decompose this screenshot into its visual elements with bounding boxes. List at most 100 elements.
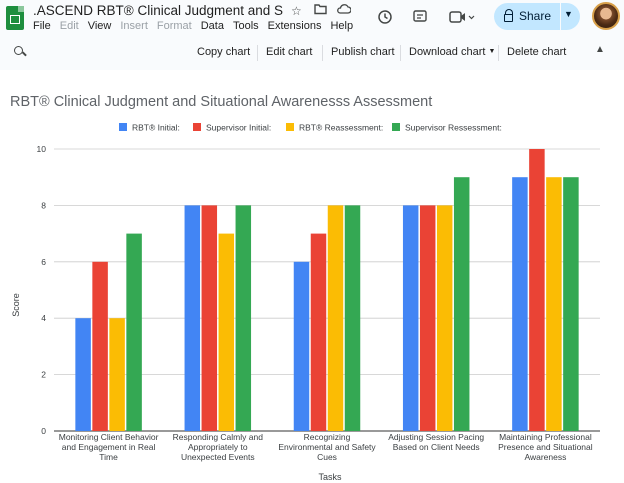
delete-chart-button[interactable]: Delete chart <box>507 46 567 58</box>
chart-legend: RBT® Initial: Supervisor Initial: RBT® Rea… <box>119 123 502 133</box>
bar[interactable] <box>512 177 528 431</box>
x-tick-label-line: Appropriately to <box>188 442 248 452</box>
chevron-up-icon[interactable]: ▲ <box>595 44 605 55</box>
y-tick-label: 2 <box>41 370 46 380</box>
sheets-icon[interactable] <box>6 6 24 30</box>
legend-swatch <box>193 123 201 131</box>
bar[interactable] <box>218 233 235 431</box>
bar[interactable] <box>344 205 361 431</box>
legend-swatch <box>392 123 400 131</box>
bar[interactable] <box>126 233 142 431</box>
chart-title: RBT® Clinical Judgment and Situational A… <box>10 94 432 110</box>
x-tick-label-line: Responding Calmly and <box>173 432 264 442</box>
x-tick-label-line: and Engagement in Real <box>62 442 156 452</box>
bar[interactable] <box>327 205 344 431</box>
copy-chart-button[interactable]: Copy chart <box>197 46 251 58</box>
x-axis-title: Tasks <box>318 472 342 482</box>
share-button[interactable]: Share ▼ <box>494 3 580 30</box>
x-axis-labels: Monitoring Client Behavior and Engagement… <box>59 432 593 462</box>
comment-icon[interactable] <box>412 9 428 25</box>
x-tick-label-line: Monitoring Client Behavior <box>59 432 159 442</box>
x-tick-label-line: Unexpected Events <box>181 452 255 462</box>
x-tick-label-line: Adjusting Session Pacing <box>388 432 484 442</box>
chart-bars <box>75 149 579 431</box>
menu-tools[interactable]: Tools <box>232 20 259 32</box>
toolbar-divider <box>257 45 258 61</box>
legend-swatch <box>286 123 294 131</box>
search-icon[interactable] <box>14 46 26 58</box>
document-title[interactable]: .ASCEND RBT® Clinical Judgment and Situ.… <box>33 3 283 18</box>
menu-help[interactable]: Help <box>330 20 354 32</box>
y-tick-label: 10 <box>37 144 47 154</box>
y-tick-label: 8 <box>41 200 46 210</box>
legend-label: Supervisor Ressessment: <box>405 123 502 133</box>
bar[interactable] <box>109 318 125 431</box>
chart-gridlines <box>54 148 600 432</box>
bar-chart: RBT® Clinical Judgment and Situational A… <box>10 94 600 482</box>
legend-swatch <box>119 123 127 131</box>
x-tick-label-line: Based on Client Needs <box>393 442 480 452</box>
bar[interactable] <box>235 205 252 431</box>
y-axis-ticks: 0 2 4 6 8 10 <box>37 144 47 436</box>
menu-format[interactable]: Format <box>156 20 192 32</box>
menu-edit[interactable]: Edit <box>59 20 79 32</box>
x-tick-label: Maintaining Professional Presence and Sit… <box>498 432 593 462</box>
chart-canvas[interactable]: RBT® Clinical Judgment and Situational A… <box>0 70 624 483</box>
bar[interactable] <box>436 205 453 431</box>
chart-toolbar: Copy chart Edit chart Publish chart Down… <box>0 40 624 66</box>
menu-bar: File Edit View Insert Format Data Tools … <box>33 20 362 32</box>
bar[interactable] <box>184 205 201 431</box>
chevron-down-icon[interactable]: ▼ <box>564 9 573 19</box>
bar[interactable] <box>529 149 545 431</box>
x-tick-label-line: Presence and Situational <box>498 442 593 452</box>
menu-data[interactable]: Data <box>200 20 224 32</box>
bar[interactable] <box>453 177 470 431</box>
bar[interactable] <box>546 177 562 431</box>
bar[interactable] <box>92 261 108 431</box>
bar[interactable] <box>201 205 218 431</box>
lock-icon <box>504 8 513 22</box>
bar[interactable] <box>75 318 91 431</box>
x-tick-label-line: Recognizing <box>304 432 351 442</box>
move-folder-icon[interactable] <box>314 3 327 18</box>
y-axis-title: Score <box>11 293 21 317</box>
x-tick-label: Adjusting Session Pacing Based on Client … <box>388 432 484 452</box>
bar[interactable] <box>402 205 419 431</box>
bar[interactable] <box>563 177 579 431</box>
x-tick-label-line: Awareness <box>524 452 566 462</box>
bar[interactable] <box>293 261 310 431</box>
menu-insert[interactable]: Insert <box>120 20 148 32</box>
x-tick-label-line: Time <box>99 452 118 462</box>
menu-extensions[interactable]: Extensions <box>267 20 322 32</box>
x-tick-label-line: Cues <box>317 452 337 462</box>
edit-chart-button[interactable]: Edit chart <box>266 46 313 58</box>
avatar[interactable] <box>592 2 620 30</box>
bar[interactable] <box>310 233 327 431</box>
menu-view[interactable]: View <box>87 20 112 32</box>
x-tick-label: Monitoring Client Behavior and Engagement… <box>59 432 159 462</box>
x-tick-label-line: Maintaining Professional <box>499 432 592 442</box>
legend-label: RBT® Reassessment: <box>299 123 383 133</box>
history-icon[interactable] <box>377 9 393 25</box>
y-tick-label: 4 <box>41 313 46 323</box>
toolbar-divider <box>498 45 499 61</box>
bar[interactable] <box>419 205 436 431</box>
x-tick-label: Recognizing Environmental and Safety Cues <box>278 432 376 462</box>
title-bar: .ASCEND RBT® Clinical Judgment and Situ.… <box>0 0 624 38</box>
x-tick-label: Responding Calmly and Appropriately to Une… <box>173 432 264 462</box>
y-tick-label: 6 <box>41 257 46 267</box>
publish-chart-button[interactable]: Publish chart <box>331 46 395 58</box>
toolbar-divider <box>400 45 401 61</box>
share-label: Share <box>519 9 552 23</box>
menu-file[interactable]: File <box>33 20 51 32</box>
download-chart-label: Download chart <box>409 46 486 58</box>
share-divider <box>560 3 561 30</box>
video-call-icon[interactable] <box>449 9 475 25</box>
star-icon[interactable]: ☆ <box>291 4 302 18</box>
y-tick-label: 0 <box>41 426 46 436</box>
chevron-down-icon: ▼ <box>488 48 496 55</box>
cloud-status-icon[interactable] <box>336 3 352 18</box>
legend-label: RBT® Initial: <box>132 123 180 133</box>
download-chart-button[interactable]: Download chart ▼ <box>409 46 495 58</box>
